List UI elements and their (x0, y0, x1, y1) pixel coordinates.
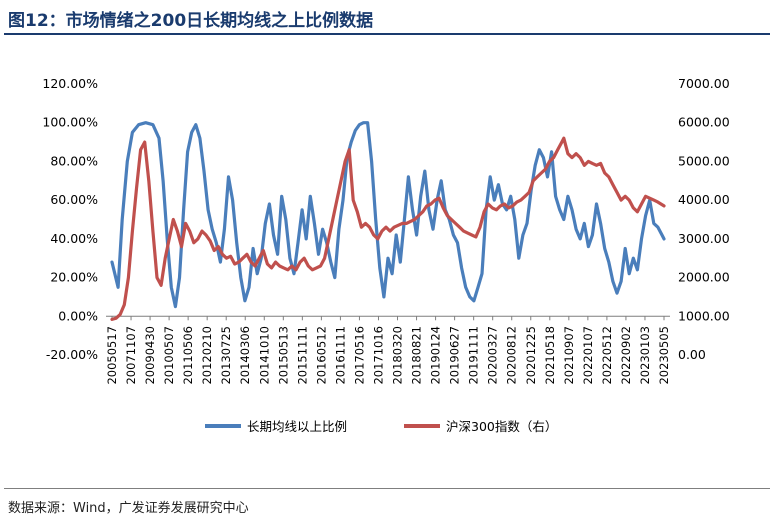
right-tick-label: 3000.00 (678, 231, 730, 246)
left-axis-ticks: 120.00% 100.00% 80.00% 60.00% 40.00% 20.00% 0.… (42, 76, 98, 362)
right-tick-label: 5000.00 (678, 153, 730, 168)
x-tick-label: 20190124 (429, 326, 443, 385)
x-tick-label: 20151111 (295, 326, 309, 385)
x-axis-ticks: 20050517 20071107 20090430 20100507 20110506… (105, 316, 671, 385)
x-tick-label: 20100507 (162, 326, 176, 385)
left-tick-label: 0.00% (58, 308, 98, 323)
x-tick-label: 20110506 (181, 326, 195, 385)
legend-label: 长期均线以上比例 (247, 419, 347, 434)
chart-legend: 长期均线以上比例 沪深300指数（右） (205, 419, 557, 434)
x-tick-label: 20220107 (581, 326, 595, 385)
right-tick-label: 6000.00 (678, 115, 730, 130)
dual-axis-line-chart: 120.00% 100.00% 80.00% 60.00% 40.00% 20.00% 0.… (42, 76, 730, 434)
x-tick-label: 20191111 (467, 326, 481, 385)
page-title: 图12：市场情绪之200日长期均线之上比例数据 (8, 11, 374, 31)
left-tick-label: 80.00% (50, 153, 98, 168)
right-tick-label: 7000.00 (678, 76, 730, 91)
x-tick-label: 20180320 (391, 326, 405, 385)
x-tick-label: 20141010 (257, 326, 271, 385)
x-tick-label: 20210907 (562, 326, 576, 385)
x-tick-label: 20170516 (352, 326, 366, 385)
left-tick-label: 60.00% (50, 192, 98, 207)
right-tick-label: 2000.00 (678, 270, 730, 285)
right-tick-label: 0.00 (678, 347, 706, 362)
x-tick-label: 20150513 (276, 326, 290, 385)
x-tick-label: 20190627 (448, 326, 462, 385)
left-tick-label: 120.00% (42, 76, 98, 91)
x-tick-label: 20230103 (638, 326, 652, 385)
right-tick-label: 4000.00 (678, 192, 730, 207)
left-tick-label: -20.00% (46, 347, 98, 362)
source-note: 数据来源：Wind，广发证券发展研究中心 (8, 501, 249, 516)
x-tick-label: 20090430 (143, 326, 157, 385)
x-tick-label: 20050517 (105, 326, 119, 385)
left-tick-label: 20.00% (50, 270, 98, 285)
x-tick-label: 20230505 (657, 326, 671, 385)
x-tick-label: 20071107 (124, 326, 138, 385)
left-tick-label: 100.00% (42, 115, 98, 130)
title-rule (4, 33, 770, 35)
x-tick-label: 20220902 (619, 326, 633, 385)
left-tick-label: 40.00% (50, 231, 98, 246)
right-tick-label: 1000.00 (678, 308, 730, 323)
legend-label: 沪深300指数（右） (446, 419, 557, 434)
x-tick-label: 20200327 (486, 326, 500, 385)
x-tick-label: 20171016 (371, 326, 385, 385)
x-tick-label: 20180821 (410, 326, 424, 385)
x-tick-label: 20160512 (314, 326, 328, 385)
x-tick-label: 20200812 (505, 326, 519, 385)
x-tick-label: 20120210 (200, 326, 214, 385)
x-tick-label: 20130725 (219, 326, 233, 385)
x-tick-label: 20201225 (524, 326, 538, 385)
footer-rule (4, 488, 770, 489)
x-tick-label: 20140306 (238, 326, 252, 385)
chart-series (110, 121, 666, 321)
x-tick-label: 20161111 (333, 326, 347, 385)
series-line-hs300 (110, 136, 666, 321)
x-tick-label: 20220512 (600, 326, 614, 385)
series-line-ratio (110, 121, 666, 309)
right-axis-ticks: 7000.00 6000.00 5000.00 4000.00 3000.00 2000.… (678, 76, 730, 362)
x-tick-label: 20210518 (543, 326, 557, 385)
